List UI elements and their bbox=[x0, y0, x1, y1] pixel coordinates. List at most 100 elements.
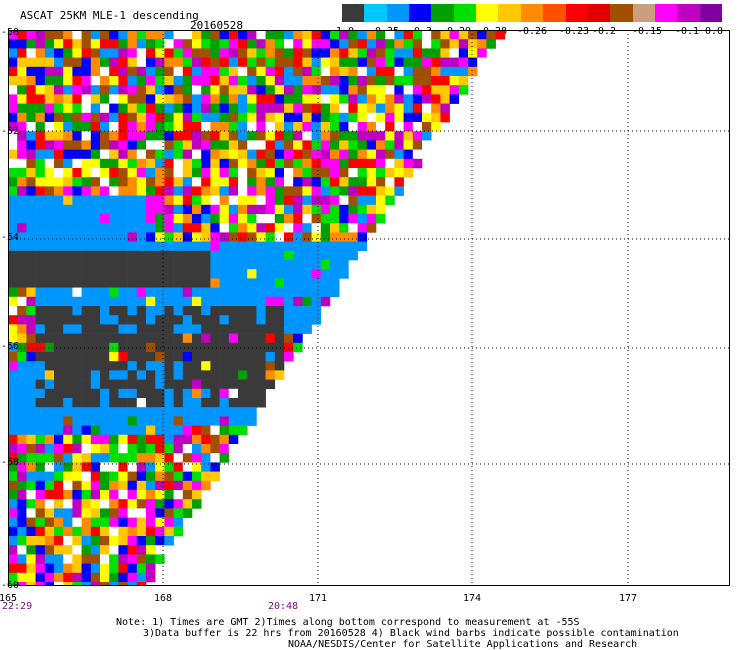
swath-cell bbox=[302, 232, 312, 242]
swath-cell bbox=[182, 232, 193, 242]
swath-cell bbox=[201, 480, 211, 491]
swath-cell bbox=[8, 563, 18, 574]
swath-cell bbox=[118, 85, 128, 95]
swath-cell bbox=[201, 398, 211, 408]
swath-cell bbox=[127, 536, 138, 546]
plot-date: 20160528 bbox=[190, 19, 243, 32]
swath-cell bbox=[320, 296, 331, 307]
swath-cell bbox=[219, 407, 230, 417]
swath-cell bbox=[8, 361, 18, 371]
swath-cell bbox=[100, 333, 110, 344]
swath-cell bbox=[201, 379, 211, 390]
swath-cell bbox=[8, 379, 18, 390]
swath-cell bbox=[8, 324, 18, 334]
swath-cell bbox=[118, 315, 128, 325]
swath-cell bbox=[35, 490, 46, 500]
swath-cell bbox=[293, 250, 303, 261]
swath-cell bbox=[81, 103, 92, 114]
swath-cell bbox=[210, 269, 220, 279]
swath-cell bbox=[35, 214, 46, 224]
swath-cell bbox=[127, 480, 138, 491]
swath-cell bbox=[431, 57, 441, 68]
swath-cell bbox=[468, 30, 478, 40]
swath-cell bbox=[238, 361, 248, 371]
swath-cell bbox=[265, 324, 276, 334]
swath-cell bbox=[109, 370, 119, 380]
swath-cell bbox=[182, 250, 193, 261]
swath-cell bbox=[63, 76, 73, 86]
swath-cell bbox=[90, 112, 101, 123]
swath-cell bbox=[219, 361, 230, 371]
swath-cell bbox=[164, 260, 174, 270]
swath-cell bbox=[201, 131, 211, 141]
swath-cell bbox=[63, 388, 73, 399]
swath-cell bbox=[26, 112, 36, 123]
lat-label: -60 bbox=[1, 580, 20, 591]
swath-cell bbox=[330, 186, 340, 196]
swath-cell bbox=[182, 352, 193, 362]
swath-cell bbox=[357, 186, 368, 196]
swath-cell bbox=[192, 94, 202, 104]
swath-cell bbox=[90, 342, 101, 353]
swath-cell bbox=[182, 149, 193, 160]
swath-cell bbox=[164, 158, 174, 169]
swath-cell bbox=[284, 287, 294, 298]
swath-cell bbox=[247, 57, 257, 68]
swath-cell bbox=[109, 572, 119, 583]
swath-cell bbox=[339, 186, 349, 196]
swath-cell bbox=[274, 315, 285, 325]
swath-cell bbox=[311, 103, 322, 114]
swath-cell bbox=[238, 315, 248, 325]
swath-cell bbox=[118, 177, 128, 187]
swath-cell bbox=[90, 177, 101, 187]
swath-cell bbox=[72, 554, 82, 564]
swath-cell bbox=[164, 398, 174, 408]
swath-cell bbox=[302, 324, 312, 334]
swath-cell bbox=[90, 490, 101, 500]
swath-cell bbox=[90, 379, 101, 390]
swath-cell bbox=[81, 453, 92, 463]
swath-cell bbox=[155, 232, 165, 242]
swath-cell bbox=[127, 177, 138, 187]
swath-cell bbox=[26, 379, 36, 390]
swath-cell bbox=[403, 30, 414, 40]
swath-cell bbox=[127, 306, 138, 316]
swath-cell bbox=[118, 241, 128, 252]
swath-cell bbox=[136, 94, 147, 104]
swath-cell bbox=[256, 388, 266, 399]
swath-cell bbox=[210, 398, 220, 408]
swath-cell bbox=[100, 260, 110, 270]
swath-cell bbox=[339, 241, 349, 252]
swath-cell bbox=[302, 85, 312, 95]
swath-cell bbox=[72, 287, 82, 298]
swath-cell bbox=[44, 490, 55, 500]
swath-cell bbox=[357, 140, 368, 150]
swath-cell bbox=[302, 168, 312, 178]
swath-cell bbox=[265, 352, 276, 362]
swath-cell bbox=[90, 471, 101, 482]
swath-cell bbox=[330, 158, 340, 169]
swath-cell bbox=[155, 462, 165, 472]
swath-cell bbox=[136, 30, 147, 40]
swath-cell bbox=[182, 416, 193, 426]
swath-cell bbox=[8, 499, 18, 509]
swath-cell bbox=[118, 214, 128, 224]
swath-cell bbox=[81, 287, 92, 298]
swath-cell bbox=[155, 76, 165, 86]
swath-cell bbox=[440, 30, 450, 40]
swath-cell bbox=[238, 379, 248, 390]
swath-cell bbox=[274, 333, 285, 344]
swath-cell bbox=[247, 250, 257, 261]
swath-cell bbox=[90, 103, 101, 114]
swath-cell bbox=[182, 103, 193, 114]
swath-cell bbox=[302, 122, 312, 132]
swath-cell bbox=[293, 296, 303, 307]
swath-cell bbox=[100, 563, 110, 574]
swath-cell bbox=[247, 296, 257, 307]
swath-cell bbox=[366, 140, 377, 150]
swath-cell bbox=[201, 149, 211, 160]
swath-cell bbox=[192, 407, 202, 417]
swath-cell bbox=[376, 66, 386, 77]
swath-cell bbox=[219, 315, 230, 325]
swath-cell bbox=[458, 66, 469, 77]
